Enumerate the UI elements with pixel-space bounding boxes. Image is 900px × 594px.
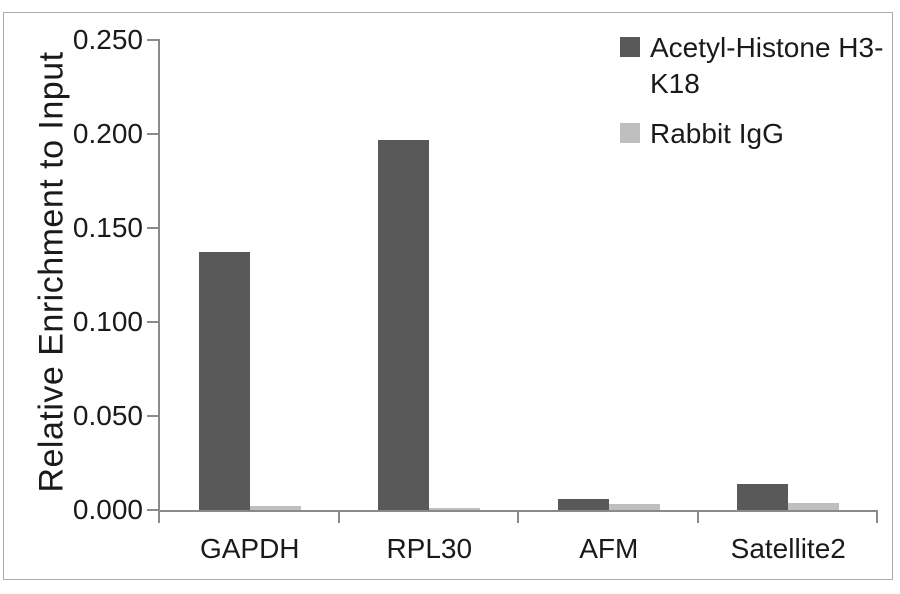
bar-acetyl-histone-gapdh (198, 252, 250, 510)
y-tick-mark (147, 227, 160, 229)
bar-acetyl-histone-rpl30 (378, 139, 430, 510)
y-tick-label: 0.200 (72, 118, 143, 149)
y-tick-mark (147, 39, 160, 41)
legend-swatch-rabbit-igg (620, 123, 640, 143)
legend-label-rabbit-igg: Rabbit IgG (650, 118, 784, 149)
legend-swatch-acetyl-histone-h3-k18 (620, 37, 640, 57)
x-tick-mark (337, 510, 340, 523)
x-category-label-afm: AFM (579, 533, 639, 564)
bar-acetyl-histone-afm (557, 498, 609, 510)
chart-border (3, 12, 893, 580)
y-tick-mark (147, 133, 160, 135)
x-category-label-satellite2: Satellite2 (730, 533, 846, 564)
y-tick-label: 0.000 (72, 494, 143, 525)
legend-item-acetyl-histone-h3-k18: Acetyl-Histone H3-K18 (620, 30, 900, 102)
x-category-label-rpl30: RPL30 (386, 533, 473, 564)
x-tick-mark (517, 510, 519, 523)
y-tick-mark (147, 321, 160, 323)
bar-rabbit-rpl30 (429, 508, 481, 510)
bar-rabbit-gapdh (249, 506, 301, 510)
bar-rabbit-satellite2 (788, 502, 840, 510)
y-tick-label: 0.050 (72, 400, 143, 431)
legend-item-rabbit-igg: Rabbit IgG (620, 116, 900, 152)
legend-label-acetyl-histone-h3-k18: Acetyl-Histone H3-K18 (650, 32, 884, 99)
y-tick-label: 0.250 (72, 24, 143, 55)
legend: Acetyl-Histone H3-K18 Rabbit IgG (620, 30, 900, 152)
y-tick-mark (147, 509, 160, 511)
y-tick-label: 0.100 (72, 306, 143, 337)
x-category-label-gapdh: GAPDH (199, 533, 300, 564)
y-tick-label: 0.150 (72, 212, 143, 243)
x-tick-mark (696, 510, 699, 523)
x-tick-mark (158, 510, 160, 523)
x-tick-mark (876, 510, 878, 523)
y-tick-mark (147, 415, 160, 417)
bar-acetyl-histone-satellite2 (737, 483, 789, 510)
bar-rabbit-afm (608, 504, 660, 510)
